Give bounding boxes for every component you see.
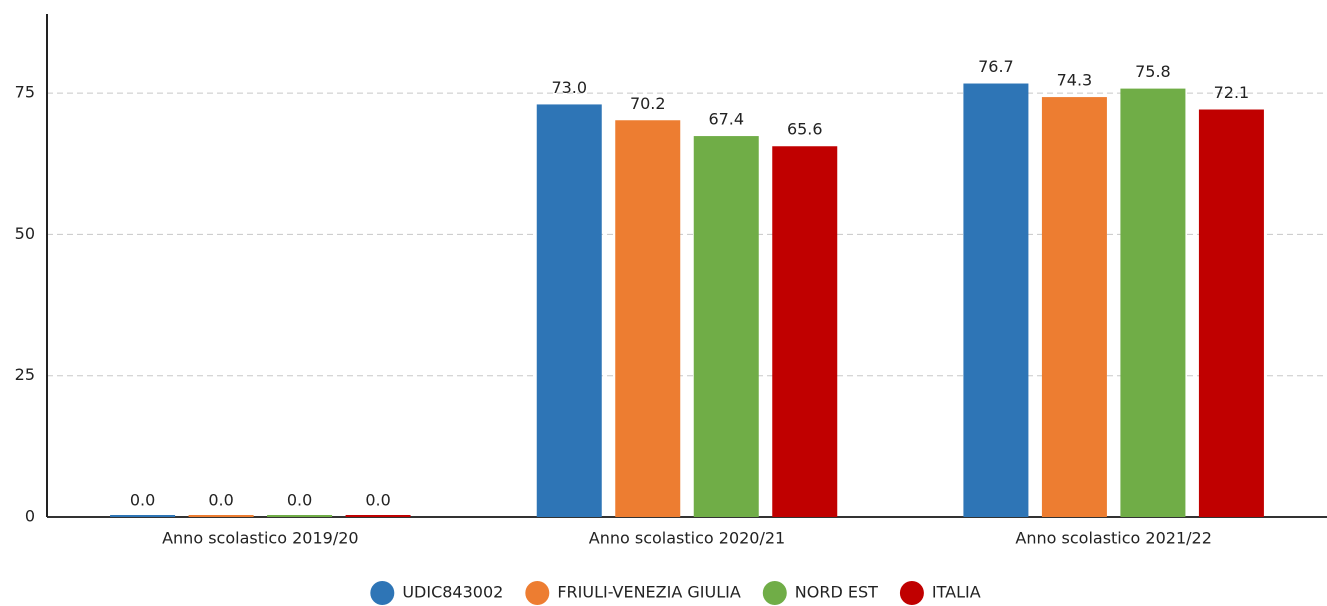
legend-label: ITALIA: [932, 583, 981, 602]
y-tick-label: 25: [15, 365, 35, 384]
legend-marker: [899, 581, 924, 605]
legend-label: NORD EST: [795, 583, 878, 602]
value-label: 74.3: [1057, 71, 1093, 90]
bar: [693, 136, 759, 517]
legend-marker: [525, 581, 550, 605]
value-label: 70.2: [630, 94, 666, 113]
x-tick-label: Anno scolastico 2019/20: [162, 529, 358, 548]
bar: [772, 146, 838, 517]
legend-label: FRIULI-VENEZIA GIULIA: [557, 583, 741, 602]
bar: [1120, 88, 1186, 518]
value-label: 65.6: [787, 120, 823, 139]
y-tick-label: 75: [15, 83, 35, 102]
bar: [1198, 109, 1264, 517]
value-label: 0.0: [130, 491, 155, 510]
y-tick-label: 0: [25, 507, 35, 526]
bar: [615, 120, 681, 518]
value-label: 72.1: [1214, 83, 1250, 102]
value-label: 73.0: [551, 78, 587, 97]
legend-marker: [370, 581, 395, 605]
bar: [188, 515, 254, 517]
y-tick-label: 50: [15, 224, 35, 243]
value-label: 0.0: [287, 491, 312, 510]
value-label: 67.4: [708, 110, 744, 129]
legend-label: UDIC843002: [402, 583, 503, 602]
bar: [536, 104, 602, 517]
x-tick-label: Anno scolastico 2021/22: [1015, 529, 1211, 548]
bar: [267, 515, 333, 517]
x-tick-label: Anno scolastico 2020/21: [589, 529, 785, 548]
bar: [345, 515, 411, 517]
bar: [110, 515, 176, 517]
bar: [963, 83, 1029, 517]
legend-marker: [762, 581, 787, 605]
value-label: 0.0: [365, 491, 390, 510]
value-label: 75.8: [1135, 62, 1171, 81]
bar: [1041, 97, 1107, 517]
value-label: 0.0: [208, 491, 233, 510]
value-label: 76.7: [978, 57, 1014, 76]
